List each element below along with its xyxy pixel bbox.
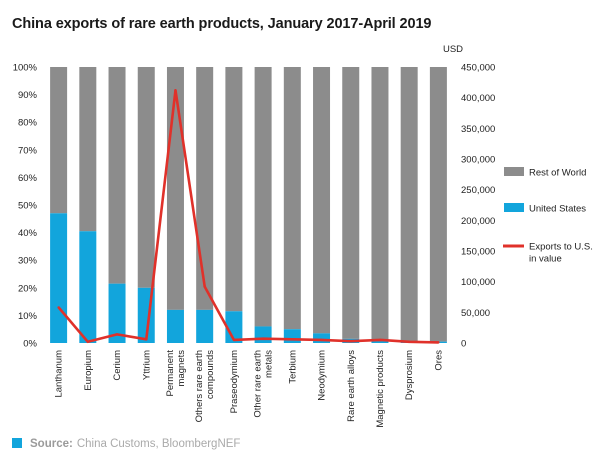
bar-united-states [196,309,214,343]
right-tick-label: 250,000 [461,185,495,196]
left-tick-label: 10% [18,311,38,322]
left-tick-label: 20% [18,283,38,294]
bar-rest-of-world [166,67,184,310]
bar-united-states [313,333,331,343]
bar-rest-of-world [371,67,389,341]
bar-rest-of-world [50,67,68,214]
source-text: China Customs, BloombergNEF [76,438,241,450]
x-tick-label: Other rare earth [253,350,264,418]
line-point [349,339,352,343]
source-label: Source: [30,438,73,450]
right-axis: 0 50,000 100,000 150,000 200,000 250,000 300,0… [443,44,495,350]
left-tick-label: 90% [18,90,38,101]
right-tick-label: 100,000 [461,277,495,288]
bar-rest-of-world [254,67,272,327]
bar-rest-of-world [400,67,418,342]
left-tick-label: 70% [18,145,38,156]
bar-rest-of-world [137,67,155,288]
right-tick-label: 350,000 [461,124,495,135]
bar-united-states [371,340,389,343]
x-tick-label: Dysprosium [404,350,415,400]
x-tick-label: Ores [433,350,444,371]
bar-united-states [254,326,272,343]
bar-united-states [283,329,301,343]
x-tick-label: Praseodymium [229,350,240,413]
x-tick-label: Magnetic products [375,350,386,428]
x-axis: Lanthanum Europium Cerium Yttrium Permanent m… [54,350,445,428]
line-point [174,89,177,92]
left-tick-label: 30% [18,256,38,267]
bar-united-states [166,309,184,343]
line-point [378,338,382,342]
right-tick-label: 150,000 [461,247,495,258]
chart-title: China exports of rare earth products, Ja… [12,16,432,32]
bar-rest-of-world [108,67,126,284]
source-square-icon [12,438,22,448]
bar-united-states [79,231,97,343]
right-axis-label: USD [443,44,463,55]
source-note: Source: China Customs, BloombergNEF [12,438,240,450]
right-tick-label: 50,000 [461,308,490,319]
line-point [57,306,60,309]
right-tick-label: 300,000 [461,155,495,166]
left-axis: 0% 10% 20% 30% 40% 50% 60% 70% 80% 90% 100% [13,63,38,350]
line-exports-to-us [57,89,439,344]
bar-rest-of-world [283,67,301,330]
line-point [203,285,206,288]
line-point [86,340,90,343]
legend-swatch [504,203,524,212]
legend-label: Exports to U.S. [529,242,593,253]
right-tick-label: 450,000 [461,63,495,74]
left-tick-label: 50% [18,201,38,212]
line-point [232,338,236,342]
bar-united-states [225,311,243,343]
bar-rest-of-world [342,67,360,339]
bar-rest-of-world [79,67,97,232]
legend-label: in value [529,254,562,265]
bar-rest-of-world [225,67,243,312]
x-tick-label: magnets [176,350,187,387]
x-tick-label: Cerium [112,350,123,381]
bars-layer [50,67,447,343]
x-tick-label: Yttrium [141,350,152,380]
bar-rest-of-world [196,67,214,310]
legend-swatch [504,167,524,176]
bar-united-states [50,213,68,343]
line-point [407,340,411,343]
line-point [115,333,119,336]
x-tick-label: Others rare earth [194,350,205,422]
legend-label: United States [529,204,586,215]
legend: Rest of World United States Exports to U.S… [503,167,593,265]
x-tick-label: Permanent [165,350,176,397]
bar-rest-of-world [313,67,331,334]
x-tick-label: Europium [83,350,94,391]
right-tick-label: 400,000 [461,93,495,104]
line-point [145,338,148,341]
left-tick-label: 60% [18,173,38,184]
line-point [437,341,440,344]
x-tick-label: Terbium [287,350,298,384]
left-tick-label: 80% [18,118,38,129]
left-tick-label: 0% [23,339,37,350]
legend-label: Rest of World [529,168,586,179]
x-tick-label: Lanthanum [54,350,65,398]
bar-rest-of-world [429,67,447,342]
x-tick-label: Neodymium [317,350,328,401]
bar-united-states [108,283,126,343]
left-tick-label: 40% [18,228,38,239]
x-tick-label: compounds [205,350,216,399]
x-tick-label: metals [264,350,275,378]
left-tick-label: 100% [13,63,38,74]
right-tick-label: 200,000 [461,216,495,227]
x-tick-label: Rare earth alloys [346,350,357,422]
line-point [291,338,294,341]
right-tick-label: 0 [461,339,466,350]
line-layer [57,89,440,344]
line-point [261,337,265,340]
line-point [320,338,323,342]
